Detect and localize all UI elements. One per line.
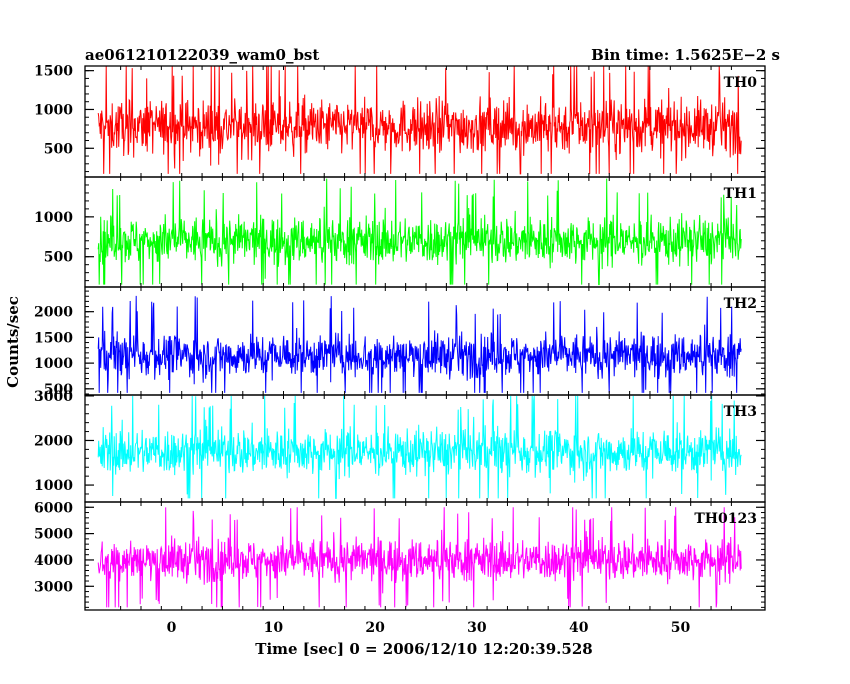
- bin-time-label: Bin time: 1.5625E−2 s: [591, 46, 780, 64]
- y-tick-label: 500: [44, 141, 73, 157]
- panel-frame: [84, 501, 766, 611]
- x-tick-label: 0: [167, 620, 177, 636]
- x-axis-label: Time [sec] 0 = 2006/12/10 12:20:39.528: [255, 640, 592, 658]
- series-th3: [97, 395, 742, 499]
- y-tick-label: 500: [44, 382, 73, 398]
- x-tick-label: 50: [671, 620, 691, 636]
- panel-th0123: 3000 4000 5000 6000 TH0123: [34, 500, 766, 611]
- y-tick-label: 500: [44, 250, 73, 266]
- y-tick-label: 6000: [34, 500, 73, 516]
- y-tick-label: 2000: [34, 305, 73, 321]
- y-tick-label: 3000: [34, 389, 73, 405]
- y-tick-label: 1500: [34, 330, 73, 346]
- y-tick-label: 1000: [34, 356, 73, 372]
- panel-label-th3: TH3: [724, 404, 757, 420]
- y-tick-label: 1000: [34, 102, 73, 118]
- panel-label-th0: TH0: [724, 75, 758, 91]
- panel-label-th0123: TH0123: [694, 511, 757, 527]
- y-tick-label: 1500: [34, 64, 73, 80]
- panel-label-th2: TH2: [724, 296, 757, 312]
- panels-layer: 50010001500TH05001000TH1500100015002000T…: [34, 64, 766, 636]
- y-tick-label: 1000: [34, 478, 73, 494]
- series-th0123: [97, 507, 742, 608]
- y-axis-label: Counts/sec: [4, 296, 22, 388]
- y-tick-label: 1000: [34, 210, 73, 226]
- figure-title: ae061210122039_wam0_bst: [85, 46, 319, 64]
- y-tick-label: 3000: [34, 579, 73, 595]
- panel-frame: [84, 286, 766, 396]
- series-th2: [97, 295, 742, 393]
- series-th1: [97, 178, 742, 286]
- panel-th0: 500 1000 1500 TH0: [34, 64, 766, 178]
- y-tick-label: 4000: [34, 553, 73, 569]
- x-tick-label: 10: [264, 620, 284, 636]
- y-tick-label: 2000: [34, 433, 73, 449]
- y-tick-label: 5000: [34, 527, 73, 543]
- panel-th1: 500 1000 TH1: [34, 176, 766, 288]
- x-tick-label: 40: [569, 620, 589, 636]
- panel-th3: 1000 2000 3000 TH3: [34, 389, 766, 503]
- panel-th2: 500 1000 1500 2000 TH2: [34, 286, 766, 398]
- x-tick-label: 30: [467, 620, 487, 636]
- panel-label-th1: TH1: [724, 186, 757, 202]
- x-tick-label: 20: [365, 620, 385, 636]
- series-th0: [97, 66, 742, 175]
